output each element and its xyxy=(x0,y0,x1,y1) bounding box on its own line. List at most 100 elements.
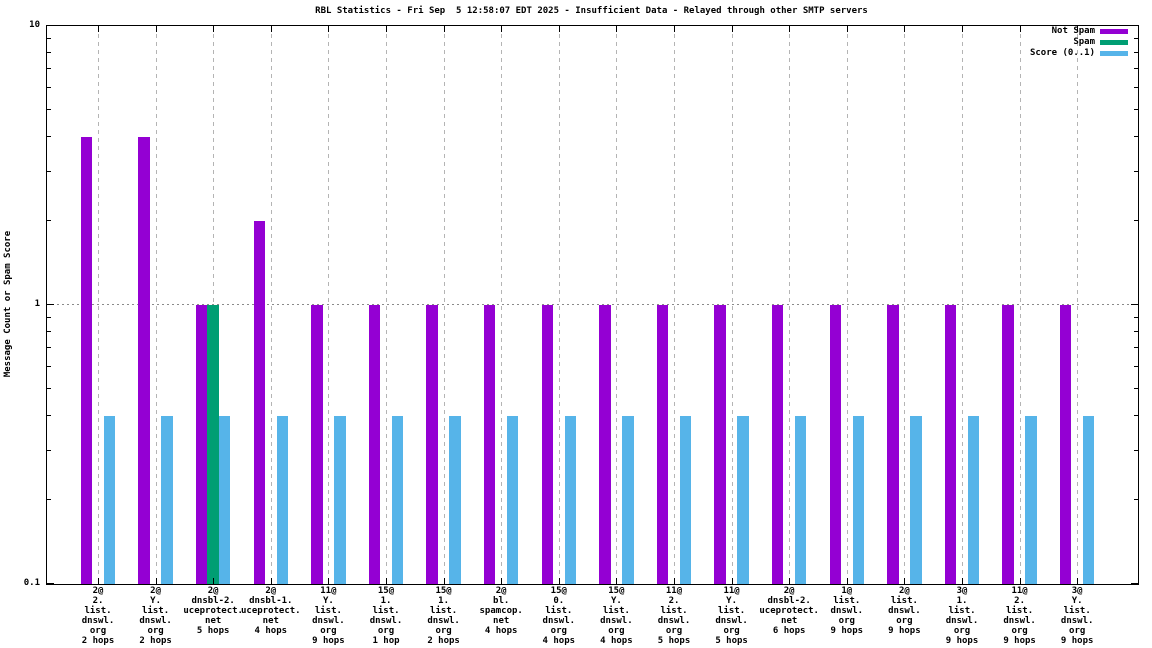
bar-score-0-1 xyxy=(967,416,980,584)
y-minor-tick-right xyxy=(1134,415,1138,417)
bar-not-spam xyxy=(771,305,784,584)
x-axis-label: 2@ dnsbl-2. uceprotect. net 5 hops xyxy=(183,586,243,636)
bar-not-spam xyxy=(714,305,726,584)
x-tick-bottom xyxy=(328,578,330,584)
x-tick-top xyxy=(904,26,906,32)
x-gridline xyxy=(616,26,618,584)
bar-score-0-1 xyxy=(1025,416,1037,584)
x-gridline xyxy=(846,26,848,584)
x-tick-bottom xyxy=(1019,578,1021,584)
y-minor-tick-right xyxy=(1134,316,1138,318)
bar-score-0-1 xyxy=(679,416,692,584)
y-minor-tick-left xyxy=(47,387,51,389)
bar-not-spam xyxy=(541,305,554,584)
x-tick-bottom xyxy=(443,578,445,584)
x-axis-label: 2@ Y. list. dnswl. org 2 hops xyxy=(139,586,172,646)
bar-score-0-1 xyxy=(161,416,173,584)
x-gridline xyxy=(674,26,675,584)
y-gridline-1 xyxy=(47,304,1138,305)
y-minor-tick-left xyxy=(47,499,51,500)
x-tick-top xyxy=(616,26,618,32)
y-tick-right xyxy=(1131,583,1138,584)
legend-label-not-spam: Not Spam xyxy=(1051,26,1095,36)
bar-not-spam xyxy=(944,305,957,584)
bar-not-spam xyxy=(656,305,669,584)
bar-not-spam xyxy=(1002,305,1014,584)
x-tick-top xyxy=(443,26,445,32)
y-minor-tick-left xyxy=(47,68,51,70)
x-tick-top xyxy=(213,26,215,32)
y-tick-label: 1 xyxy=(34,299,40,309)
legend-swatch-not-spam xyxy=(1100,28,1128,34)
y-minor-tick-right xyxy=(1134,52,1138,54)
y-minor-tick-right xyxy=(1134,449,1138,451)
x-gridline xyxy=(501,26,503,584)
y-minor-tick-left xyxy=(47,316,51,318)
x-tick-top xyxy=(789,26,791,32)
y-minor-tick-left xyxy=(47,86,51,88)
bar-not-spam xyxy=(311,305,323,584)
bar-not-spam xyxy=(138,137,150,584)
x-tick-top xyxy=(328,26,330,32)
bar-not-spam xyxy=(887,305,899,584)
bar-score-0-1 xyxy=(794,416,807,584)
x-tick-top xyxy=(98,26,99,32)
x-tick-top xyxy=(731,26,733,32)
bar-score-0-1 xyxy=(564,416,577,584)
x-axis-label: 15@ Y. list. dnswl. org 4 hops xyxy=(600,586,633,646)
x-gridline xyxy=(1019,26,1021,584)
y-minor-tick-left xyxy=(47,365,51,367)
x-axis-label: 11@ 2. list. dnswl. org 5 hops xyxy=(657,586,691,646)
bar-score-0-1 xyxy=(449,416,461,584)
y-tick-left xyxy=(47,25,54,26)
legend-label-score-0-1: Score (0..1) xyxy=(1029,48,1095,58)
bar-spam xyxy=(207,305,219,584)
y-minor-tick-left xyxy=(47,449,51,451)
x-axis-label: 15@ 1. list. dnswl. org 1 hop xyxy=(369,586,403,646)
x-axis-label: 1@ list. dnswl. org 9 hops xyxy=(830,586,864,636)
y-minor-tick-left xyxy=(47,170,51,172)
x-tick-bottom xyxy=(1077,578,1079,584)
legend-swatch-score-0-1 xyxy=(1100,50,1128,56)
y-minor-tick-left xyxy=(47,415,51,417)
bar-not-spam xyxy=(829,305,842,584)
x-axis-label: 2@ 2. list. dnswl. org 2 hops xyxy=(81,586,115,646)
y-minor-tick-left xyxy=(47,52,51,54)
bar-score-0-1 xyxy=(506,416,519,584)
plot-area xyxy=(46,25,1139,585)
y-minor-tick-left xyxy=(47,347,51,349)
x-axis-label: 2@ bl. spamcop. net 4 hops xyxy=(479,586,523,636)
x-tick-top xyxy=(846,26,848,32)
legend-label-spam: Spam xyxy=(1073,37,1095,47)
y-tick-right xyxy=(1131,25,1138,26)
x-axis-label: 15@ 1. list. dnswl. org 2 hops xyxy=(427,586,460,646)
y-minor-tick-right xyxy=(1134,365,1138,367)
y-minor-tick-right xyxy=(1134,499,1138,500)
x-gridline xyxy=(558,26,560,584)
bar-score-0-1 xyxy=(852,416,865,584)
x-gridline xyxy=(270,26,272,584)
x-axis-label: 2@ dnsbl-1. uceprotect. net 4 hops xyxy=(240,586,301,636)
legend-row-not-spam: Not Spam xyxy=(1052,26,1128,36)
bar-score-0-1 xyxy=(334,416,346,584)
x-tick-bottom xyxy=(789,578,791,584)
y-tick-left xyxy=(47,583,54,584)
y-minor-tick-right xyxy=(1134,170,1138,172)
y-minor-tick-right xyxy=(1134,331,1138,333)
x-tick-bottom xyxy=(270,578,272,584)
y-tick-left xyxy=(47,304,54,305)
bar-not-spam xyxy=(195,305,208,584)
x-tick-bottom xyxy=(674,578,675,584)
x-axis-label: 11@ 2. list. dnswl. org 9 hops xyxy=(1003,586,1036,646)
x-tick-bottom xyxy=(962,578,963,584)
x-tick-bottom xyxy=(846,578,848,584)
bar-score-0-1 xyxy=(218,416,231,584)
y-tick-label: 0.1 xyxy=(23,578,40,588)
x-tick-bottom xyxy=(98,578,99,584)
x-gridline xyxy=(789,26,791,584)
x-gridline xyxy=(904,26,906,584)
bar-not-spam xyxy=(426,305,438,584)
x-tick-top xyxy=(558,26,560,32)
x-gridline xyxy=(962,26,963,584)
x-tick-top xyxy=(501,26,503,32)
